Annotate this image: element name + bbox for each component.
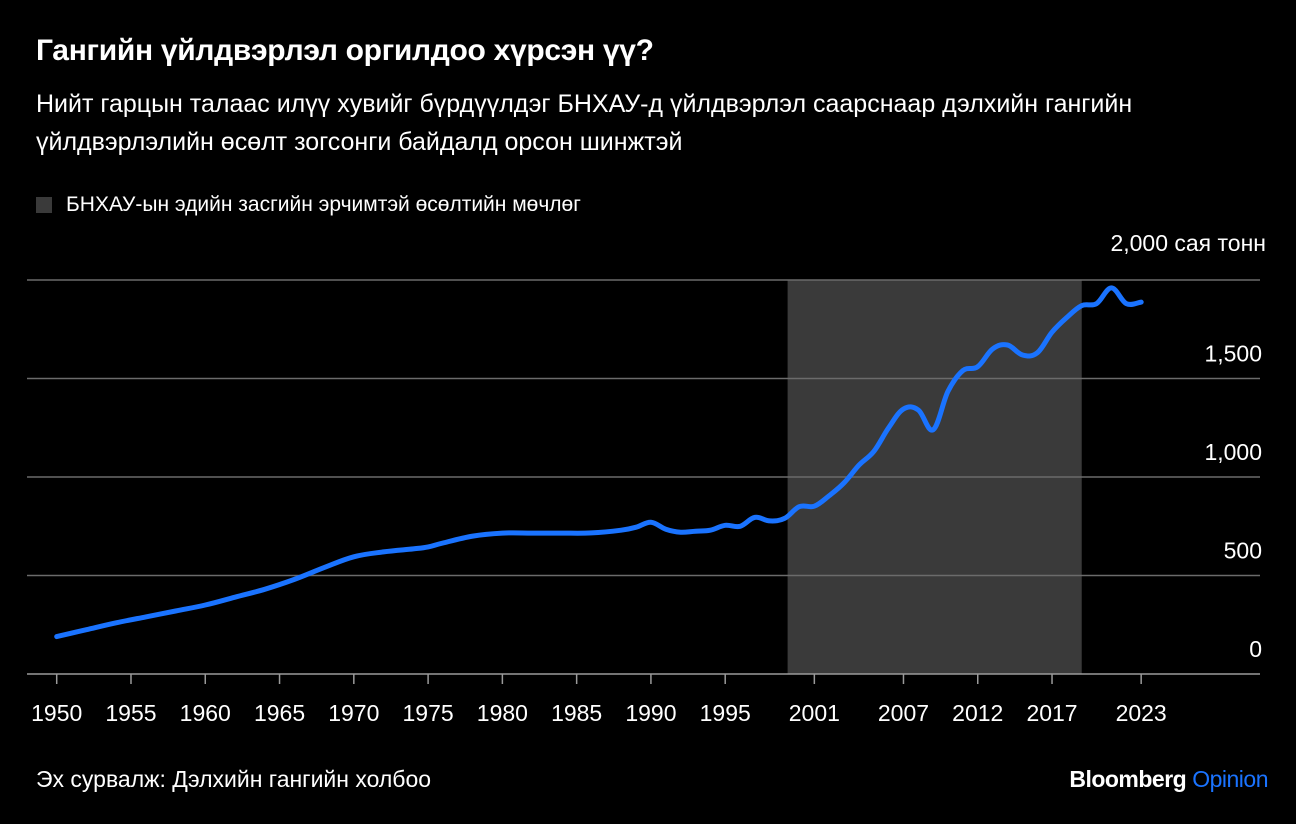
x-tick-label: 2012	[952, 700, 1003, 726]
data-point	[1022, 354, 1023, 355]
legend: БНХАУ-ын эдийн засгийн эрчимтэй өсөлтийн…	[36, 193, 581, 217]
data-point	[205, 605, 206, 606]
data-point	[695, 531, 696, 532]
x-tick-label: 2017	[1026, 700, 1077, 726]
data-point	[591, 532, 592, 533]
source-note: Эх сурвалж: Дэлхийн гангийн холбоо	[36, 766, 432, 792]
data-point	[918, 410, 919, 411]
brand-primary: Bloomberg	[1069, 766, 1187, 792]
brand-logo: Bloomberg Opinion	[1069, 766, 1268, 793]
x-tick-label: 1975	[403, 700, 454, 726]
y-axis-unit-label: 2,000 сая тонн	[1110, 230, 1266, 256]
data-point	[650, 522, 651, 523]
data-point	[621, 530, 622, 531]
data-point	[428, 546, 429, 547]
x-tick-label: 2023	[1116, 700, 1167, 726]
data-point	[324, 567, 325, 568]
data-point	[680, 532, 681, 533]
data-point	[56, 636, 57, 637]
series-line	[54, 285, 1144, 640]
data-point	[754, 517, 755, 518]
data-point	[769, 520, 770, 521]
x-tick-label: 1970	[328, 700, 379, 726]
data-point	[992, 349, 993, 350]
data-point	[933, 429, 934, 430]
data-point	[977, 366, 978, 367]
data-point	[532, 533, 533, 534]
data-point	[665, 529, 666, 530]
data-point	[725, 525, 726, 526]
legend-swatch	[36, 197, 52, 213]
data-point	[1081, 305, 1082, 306]
data-point	[443, 543, 444, 544]
data-point	[1052, 332, 1053, 333]
x-tick-label: 1990	[625, 700, 676, 726]
data-point	[264, 589, 265, 590]
data-point	[858, 465, 859, 466]
data-point	[145, 616, 146, 617]
legend-label: БНХАУ-ын эдийн засгийн эрчимтэй өсөлтийн…	[66, 193, 581, 216]
data-point	[740, 526, 741, 527]
x-tick-label: 1955	[105, 700, 156, 726]
data-point	[1126, 303, 1127, 304]
data-point	[903, 409, 904, 410]
data-point	[829, 495, 830, 496]
y-tick-label: 1,000	[1204, 439, 1262, 465]
y-tick-label: 0	[1249, 636, 1262, 662]
chart-title: Гангийн үйлдвэрлэл оргилдоо хүрсэн үү?	[36, 34, 654, 67]
data-point	[636, 527, 637, 528]
data-point	[1111, 287, 1112, 288]
data-point	[294, 579, 295, 580]
data-point	[710, 530, 711, 531]
y-tick-label: 500	[1224, 538, 1262, 564]
data-point	[873, 451, 874, 452]
x-tick-label: 1980	[477, 700, 528, 726]
data-point	[413, 548, 414, 549]
chart-subtitle: Нийт гарцын талаас илүү хувийг бүрдүүлдэ…	[36, 90, 1133, 156]
y-tick-label: 1,500	[1204, 341, 1262, 367]
data-point	[948, 391, 949, 392]
data-point	[86, 629, 87, 630]
data-point	[116, 622, 117, 623]
data-point	[1037, 352, 1038, 353]
x-tick-label: 1950	[31, 700, 82, 726]
x-tick-label: 1995	[700, 700, 751, 726]
x-tick-label: 2001	[789, 700, 840, 726]
data-point	[799, 506, 800, 507]
data-point	[1096, 303, 1097, 304]
data-point	[814, 506, 815, 507]
data-point	[784, 518, 785, 519]
data-point	[962, 370, 963, 371]
data-point	[1066, 317, 1067, 318]
x-tick-label: 1960	[180, 700, 231, 726]
data-point	[561, 533, 562, 534]
x-tick-label: 1965	[254, 700, 305, 726]
data-point	[502, 533, 503, 534]
data-point	[353, 556, 354, 557]
x-tick-label: 1985	[551, 700, 602, 726]
x-tick-label: 2007	[878, 700, 929, 726]
brand-secondary: Opinion	[1192, 766, 1268, 792]
data-point	[235, 597, 236, 598]
data-point	[383, 551, 384, 552]
data-point	[175, 611, 176, 612]
data-point	[472, 536, 473, 537]
data-point	[844, 482, 845, 483]
data-point	[1141, 302, 1142, 303]
data-point	[1007, 345, 1008, 346]
data-point	[888, 427, 889, 428]
